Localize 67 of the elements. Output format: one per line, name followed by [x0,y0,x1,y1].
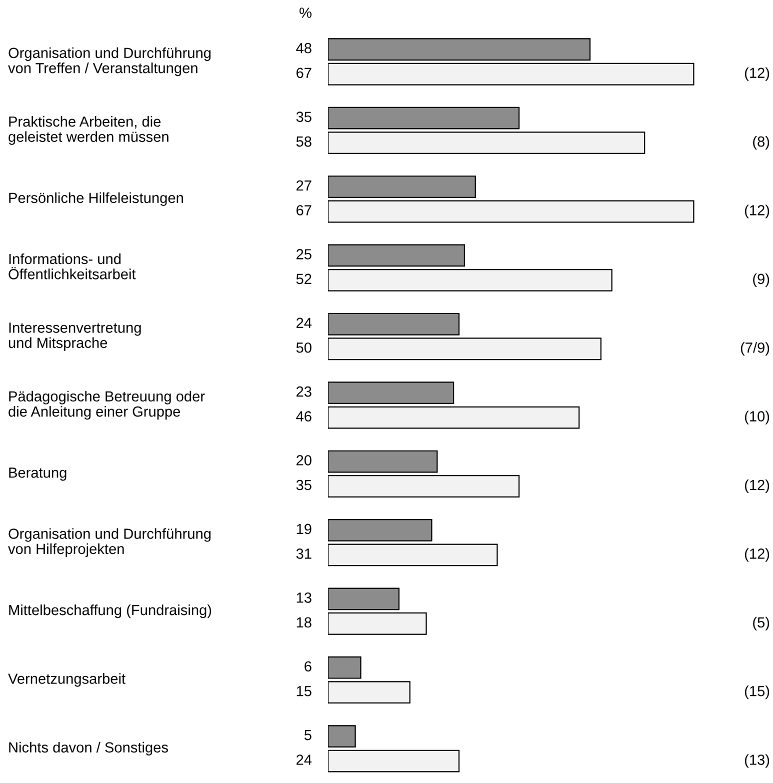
data-label: 6 [304,661,312,672]
bar [328,382,454,404]
text: (10) [744,410,770,424]
y-tick-label: Persönliche Hilfeleistungen [9,192,183,206]
text: (12) [744,204,770,218]
y-tick-label: Interessenvertretung und Mitsprache [8,322,141,351]
bar [328,106,520,130]
bar [328,38,591,61]
bar [328,62,694,86]
data-label: 5 [304,730,312,740]
data-label: 67 [296,205,312,216]
text: (7/9) [740,342,770,356]
y-tick-label: Vernetzungsarbeit [8,673,126,687]
data-label: 20 [296,455,312,466]
data-label: 27 [296,180,312,191]
bar [328,312,460,336]
bar [328,725,356,748]
data-label: 15 [296,686,312,696]
bar [328,244,466,267]
data-label: 46 [296,411,312,422]
bar [328,681,410,704]
text: (12) [744,548,770,562]
data-label: 48 [296,42,312,54]
data-label: 24 [296,754,312,765]
data-label: 35 [296,480,312,490]
data-label: 52 [296,274,312,284]
data-label: 67 [296,68,312,78]
data-label: 25 [296,249,312,260]
bar [328,450,438,473]
data-label: 24 [296,318,312,328]
bar [328,268,612,292]
bar [328,406,580,429]
y-tick-label: Organisation und Durchführung von Hilfeprojekten [8,528,211,557]
bar [328,588,400,610]
text: (12) [744,479,770,494]
bar [328,338,602,360]
bar [328,176,476,198]
bar [328,200,694,223]
y-tick-label: Informations- und Öffentlichkeitsarbeit [8,253,136,280]
text: (12) [744,67,770,81]
bar [328,750,460,772]
bar [328,132,646,154]
data-label: 58 [296,136,312,147]
y-tick-label: Mittelbeschaffung (Fundraising) [9,604,212,618]
text: (15) [744,686,770,700]
text: (8) [753,136,770,150]
text: (13) [744,754,770,768]
y-tick-label: Beratung [9,468,66,481]
data-label: 13 [296,592,312,603]
y-tick-label: Praktische Arbeiten, die geleistet werden müssen [8,116,168,145]
bar [328,612,427,635]
text: (5) [753,616,770,630]
data-label: 35 [296,112,312,122]
data-label: 23 [296,386,312,397]
bar [328,544,498,566]
bar [328,656,362,679]
bar [328,475,520,498]
data-label: 19 [296,524,312,534]
y-tick-label: Pädagogische Betreuung oder die Anleitung einer Gruppe [8,390,205,420]
y-tick-label: Nichts davon / Sonstiges [9,742,168,756]
data-label: 50 [296,342,312,353]
bar [328,519,432,542]
data-label: 18 [296,617,312,628]
data-label: 31 [296,548,312,559]
x-axis-title: % [300,8,312,18]
y-tick-label: Organisation und Durchführung von Treffen / Veranstaltungen [8,47,211,76]
text: (9) [753,273,770,287]
